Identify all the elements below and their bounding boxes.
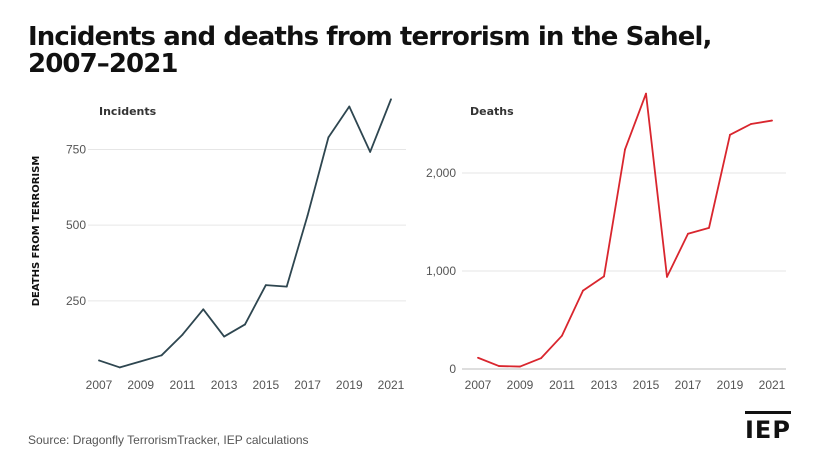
incidents-point	[244, 323, 246, 326]
deaths-point	[708, 226, 710, 229]
incidents-x-tick-label: 2013	[211, 378, 238, 392]
incidents-x-tick-label: 2019	[336, 378, 363, 392]
deaths-point	[477, 356, 479, 359]
deaths-point	[519, 365, 521, 368]
chart-title: Incidents and deaths from terrorism in t…	[28, 22, 712, 79]
deaths-point	[498, 365, 500, 367]
deaths-point	[666, 275, 668, 278]
deaths-x-tick-label: 2017	[675, 378, 702, 392]
incidents-point	[139, 360, 142, 363]
incidents-point	[390, 98, 392, 101]
y-axis-label: DEATHS FROM TERRORISM	[31, 156, 42, 307]
deaths-x-tick-label: 2015	[633, 378, 660, 392]
incidents-point	[98, 359, 100, 362]
incidents-x-tick-label: 2009	[127, 378, 154, 392]
incidents-point	[160, 354, 163, 357]
incidents-point	[202, 308, 205, 311]
deaths-x-tick-label: 2019	[717, 378, 744, 392]
incidents-point	[264, 284, 267, 286]
incidents-point	[181, 333, 184, 336]
logo-bar	[745, 411, 791, 414]
deaths-y-tick-label: 0	[449, 362, 456, 376]
incidents-y-tick-label: 250	[66, 294, 86, 308]
deaths-panel-title: Deaths	[470, 105, 514, 118]
incidents-point	[285, 285, 288, 288]
incidents-point	[223, 335, 226, 338]
deaths-panel: Deaths 0 1,000 2,000 2007 2009 2011 2013 2015 201…	[426, 92, 786, 392]
incidents-x-tick-label: 2015	[253, 378, 280, 392]
deaths-y-tick-label: 2,000	[426, 166, 456, 180]
incidents-point	[348, 105, 351, 108]
incidents-panel: Incidents 250 500 750 2007 2009 2011 2013 2015 20…	[66, 98, 406, 392]
incidents-y-tick-label: 500	[66, 218, 86, 232]
deaths-x-tick-label: 2009	[507, 378, 534, 392]
deaths-point	[582, 289, 584, 292]
incidents-point	[369, 151, 372, 153]
incidents-line	[98, 98, 392, 369]
deaths-x-tick-label: 2007	[465, 378, 492, 392]
incidents-point	[118, 366, 121, 369]
incidents-y-tick-label: 750	[66, 143, 86, 157]
incidents-panel-title: Incidents	[99, 105, 157, 118]
deaths-point	[624, 148, 626, 151]
incidents-x-tick-label: 2007	[86, 378, 113, 392]
deaths-x-tick-label: 2013	[591, 378, 618, 392]
source-note: Source: Dragonfly TerrorismTracker, IEP …	[28, 433, 309, 447]
incidents-x-tick-label: 2017	[294, 378, 321, 392]
incidents-point	[327, 136, 330, 139]
deaths-point	[729, 133, 731, 136]
deaths-point	[561, 334, 563, 337]
deaths-point	[771, 119, 773, 122]
deaths-point	[645, 92, 647, 95]
logo-text: IEP	[745, 416, 791, 444]
incidents-point	[306, 214, 309, 217]
deaths-point	[750, 123, 752, 125]
deaths-point	[540, 357, 542, 360]
deaths-x-tick-label: 2021	[759, 378, 786, 392]
incidents-x-tick-label: 2021	[378, 378, 405, 392]
deaths-x-tick-label: 2011	[549, 378, 575, 392]
incidents-x-tick-label: 2011	[170, 378, 196, 392]
deaths-point	[603, 275, 605, 278]
deaths-y-tick-label: 1,000	[426, 264, 456, 278]
deaths-line	[477, 92, 773, 368]
deaths-point	[687, 232, 689, 235]
